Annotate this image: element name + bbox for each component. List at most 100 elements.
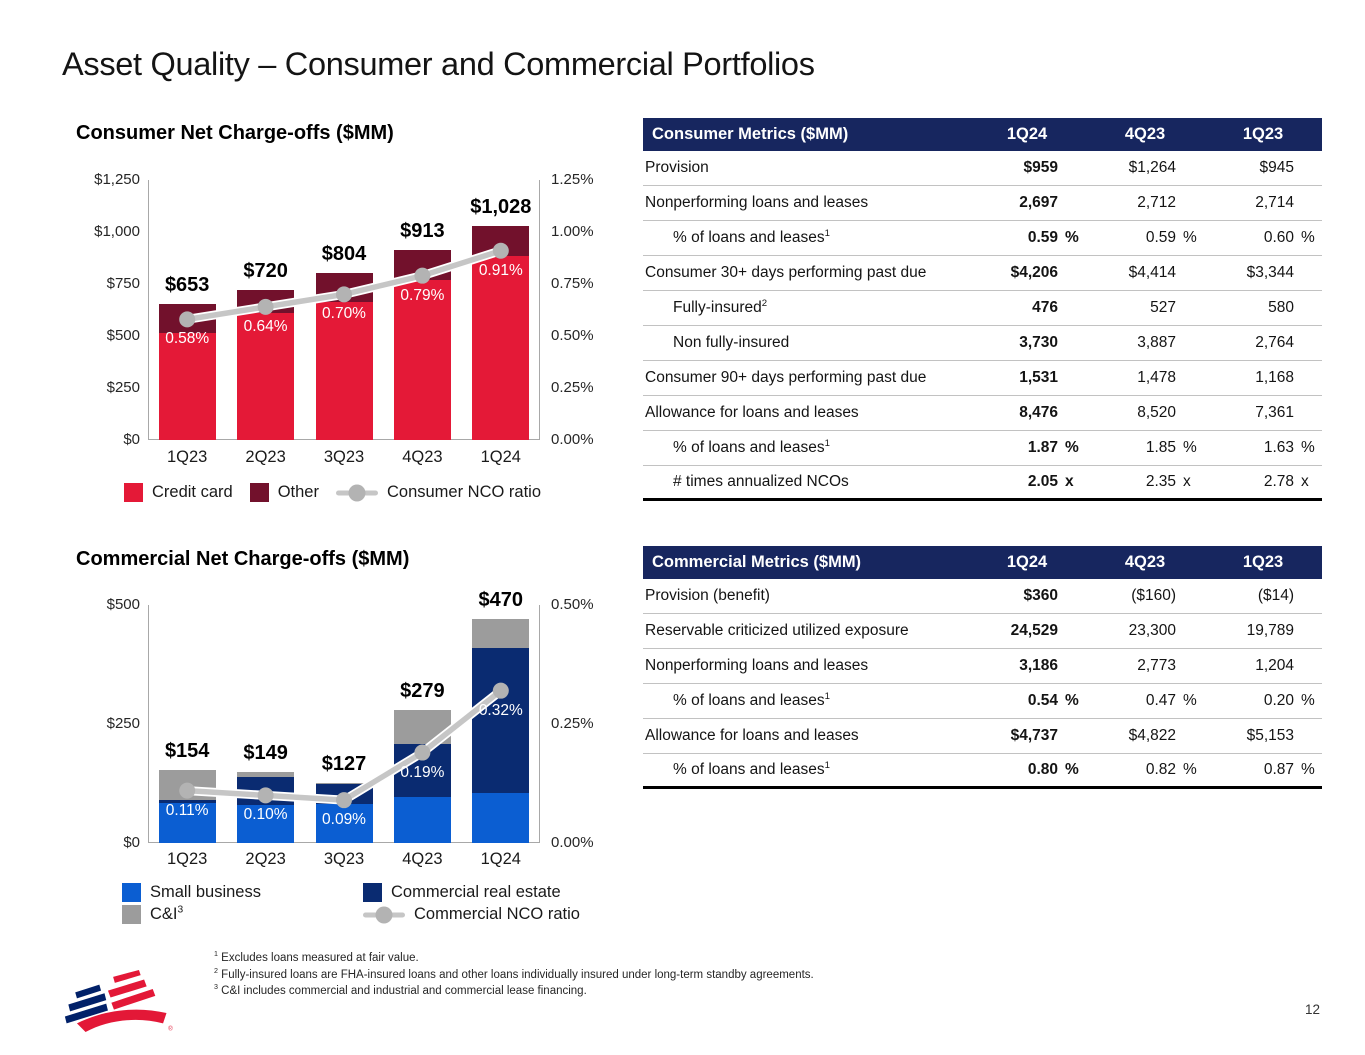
cell-value: 0.87 <box>1263 761 1294 778</box>
cell-unit: % <box>1065 692 1079 709</box>
cell-value: 19,789 <box>1246 622 1294 639</box>
cell-value: $4,206 <box>1010 264 1058 281</box>
x-axis-label: 2Q23 <box>245 850 286 868</box>
bar-segment-credit-card <box>237 313 295 440</box>
cell-value: $945 <box>1259 159 1294 176</box>
svg-text:®: ® <box>168 1025 173 1032</box>
y2-axis-tick-label: 0.00% <box>551 431 594 448</box>
row-label: Non fully-insured <box>673 334 790 351</box>
row-label: Consumer 30+ days performing past due <box>645 264 927 281</box>
row-label: Reservable criticized utilized exposure <box>645 622 909 639</box>
legend-label: Credit card <box>152 483 233 501</box>
nco-ratio-label: 0.10% <box>243 806 288 824</box>
y-axis-tick-label: $250 <box>106 715 140 732</box>
superscript: 1 <box>824 759 830 771</box>
x-axis-label: 1Q23 <box>167 448 208 466</box>
bar-segment-small-business <box>158 802 216 843</box>
cell-value: 0.59 <box>1027 229 1058 246</box>
cell-value: 1.87 <box>1027 439 1058 456</box>
column-header: 1Q23 <box>1242 125 1284 143</box>
bar-total-label: $804 <box>321 242 367 265</box>
table-row: Provision $959 $1,264 $945 <box>643 151 1322 186</box>
nco-ratio-label: 0.09% <box>322 811 366 829</box>
x-axis-label: 1Q23 <box>167 850 208 868</box>
x-axis-label: 4Q23 <box>402 850 443 868</box>
cell-value: 1,531 <box>1019 369 1058 386</box>
table-header: Commercial Metrics ($MM) 1Q24 4Q23 1Q23 <box>643 546 1322 579</box>
legend-label: Small business <box>150 883 261 901</box>
cell-value: $4,414 <box>1128 264 1176 281</box>
row-label: # times annualized NCOs <box>673 473 849 490</box>
cell-value: 1.85 <box>1145 439 1176 456</box>
cell-value: 2,764 <box>1255 334 1294 351</box>
table-row: Reservable criticized utilized exposure 2… <box>643 614 1322 649</box>
legend-swatch <box>363 883 382 902</box>
table-row: % of loans and leases1 1.87% 1.85% 1.63% <box>643 431 1322 466</box>
bar-segment-credit-card <box>472 255 530 440</box>
cell-value: 580 <box>1268 299 1294 316</box>
bar-total-label: $720 <box>243 260 288 283</box>
legend-label: C&I3 <box>150 904 184 923</box>
y2-axis-tick-label: 1.00% <box>551 223 594 240</box>
consumer-metrics-table: Consumer Metrics ($MM) 1Q24 4Q23 1Q23 Provis… <box>643 118 1322 501</box>
cell-unit: % <box>1301 229 1315 246</box>
legend-item-credit-card: Credit card <box>124 483 233 502</box>
bar-segment-small-business <box>472 793 530 843</box>
cell-value: $360 <box>1023 587 1058 604</box>
x-axis-label: 1Q24 <box>480 448 521 466</box>
cell-value: 0.20 <box>1263 692 1294 709</box>
y-axis-tick-label: $0 <box>123 431 140 448</box>
bar-segment-commercial-real-estate <box>472 647 530 793</box>
cell-value: 3,730 <box>1019 334 1058 351</box>
row-label: Nonperforming loans and leases <box>645 194 869 211</box>
table-row: # times annualized NCOs 2.05 x 2.35 x 2.78 x <box>643 466 1322 501</box>
chart-legend: Small business Commercial real estate C&I3… <box>122 883 580 924</box>
legend-swatch <box>249 483 269 502</box>
footnote: 3 C&I includes commercial and industrial… <box>214 983 587 997</box>
superscript: 3 <box>177 904 184 916</box>
legend-item-other: Other <box>249 483 319 502</box>
cell-unit: % <box>1183 692 1197 709</box>
legend-item-commercial-real-estate: Commercial real estate <box>363 883 580 902</box>
y2-axis-tick-label: 0.00% <box>551 834 594 851</box>
cell-value: 2,697 <box>1019 194 1058 211</box>
row-label: Consumer 90+ days performing past due <box>645 369 927 386</box>
cell-unit: x <box>1183 473 1191 490</box>
cell-value: 3,186 <box>1019 657 1058 674</box>
cell-value: 8,476 <box>1019 404 1058 421</box>
cell-value: 2.78 <box>1263 473 1294 490</box>
x-axis-label: 3Q23 <box>323 850 365 868</box>
nco-ratio-label: 0.32% <box>478 701 523 719</box>
row-label: Nonperforming loans and leases <box>645 657 869 674</box>
footnote-superscript: 2 <box>214 966 218 975</box>
legend-line-icon <box>335 484 378 501</box>
cell-value: 24,529 <box>1010 622 1058 639</box>
cell-value: 476 <box>1032 299 1058 316</box>
cell-unit: % <box>1065 229 1079 246</box>
cell-value: 2.35 <box>1145 473 1176 490</box>
cell-unit: % <box>1301 761 1315 778</box>
bar-total-label: $913 <box>400 220 445 243</box>
nco-ratio-label: 0.79% <box>400 286 445 304</box>
bar-total-label: $279 <box>400 680 445 703</box>
footnote-superscript: 1 <box>214 950 218 959</box>
row-label: % of loans and leases1 <box>673 437 830 456</box>
cell-value: 7,361 <box>1255 404 1294 421</box>
column-header: 1Q24 <box>1006 125 1048 143</box>
cell-value: 2.05 <box>1027 473 1058 490</box>
legend-item-commercial-nco-ratio: Commercial NCO ratio <box>363 905 580 924</box>
footnote: 1 Excludes loans measured at fair value. <box>214 950 419 964</box>
commercial-chart-heading: Commercial Net Charge-offs ($MM) <box>76 548 410 570</box>
cell-value: 2,714 <box>1255 194 1294 211</box>
legend-item-small-business: Small business <box>122 883 363 902</box>
cell-unit: % <box>1065 761 1079 778</box>
cell-unit: % <box>1183 761 1197 778</box>
nco-ratio-line <box>179 242 509 328</box>
table-row: % of loans and leases1 0.54% 0.47% 0.20% <box>643 684 1322 719</box>
page-title: Asset Quality – Consumer and Commercial … <box>62 46 815 82</box>
cell-value: $959 <box>1023 159 1058 176</box>
cell-value: 8,520 <box>1137 404 1176 421</box>
y-axis-tick-label: $250 <box>106 379 140 396</box>
legend-label: Other <box>277 483 319 501</box>
table-row: Non fully-insured 3,730 3,887 2,764 <box>643 326 1322 361</box>
